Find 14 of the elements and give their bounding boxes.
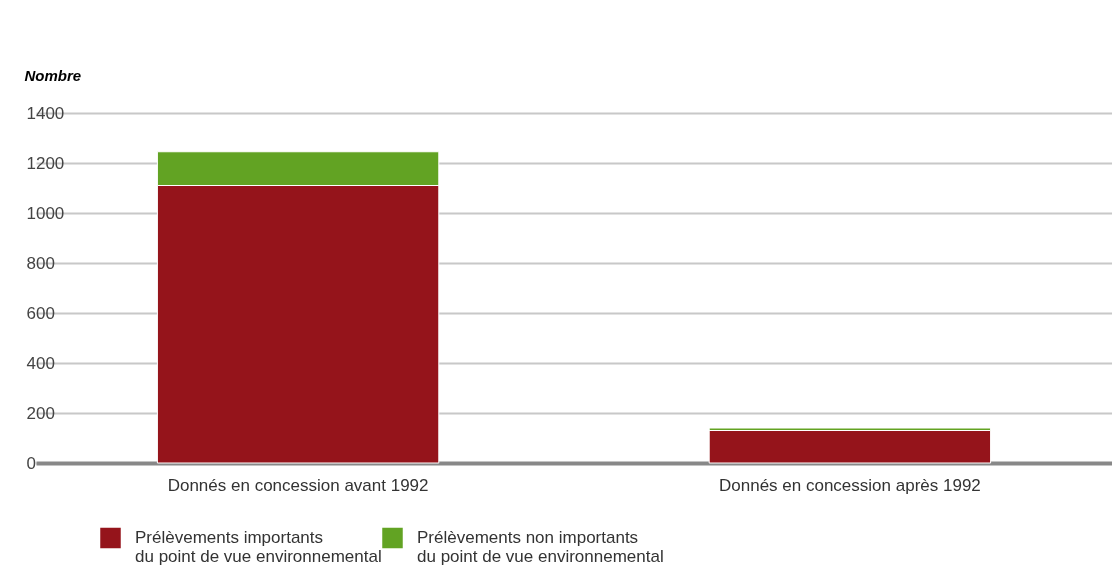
bar xyxy=(708,430,992,464)
y-tick-label: 400 xyxy=(26,353,55,373)
x-tick-label: Donnés en concession avant 1992 xyxy=(167,475,429,495)
y-tick-label: 600 xyxy=(26,303,55,323)
y-tick-label: 800 xyxy=(26,253,55,273)
y-tick-label: 1400 xyxy=(26,103,65,123)
x-tick-label: Donnés en concession après 1992 xyxy=(719,475,981,495)
y-tick-label: 200 xyxy=(26,403,55,423)
legend-label: Prélèvements importants du point de vue environnemental xyxy=(135,528,382,566)
y-tick-label: 1200 xyxy=(26,153,65,173)
legend-label: Prélèvements non importants du point de vue environnemental xyxy=(417,528,664,566)
y-tick-label: 1000 xyxy=(26,203,65,223)
y-axis-title: Nombre xyxy=(24,66,82,84)
y-tick-label: 0 xyxy=(26,453,36,473)
